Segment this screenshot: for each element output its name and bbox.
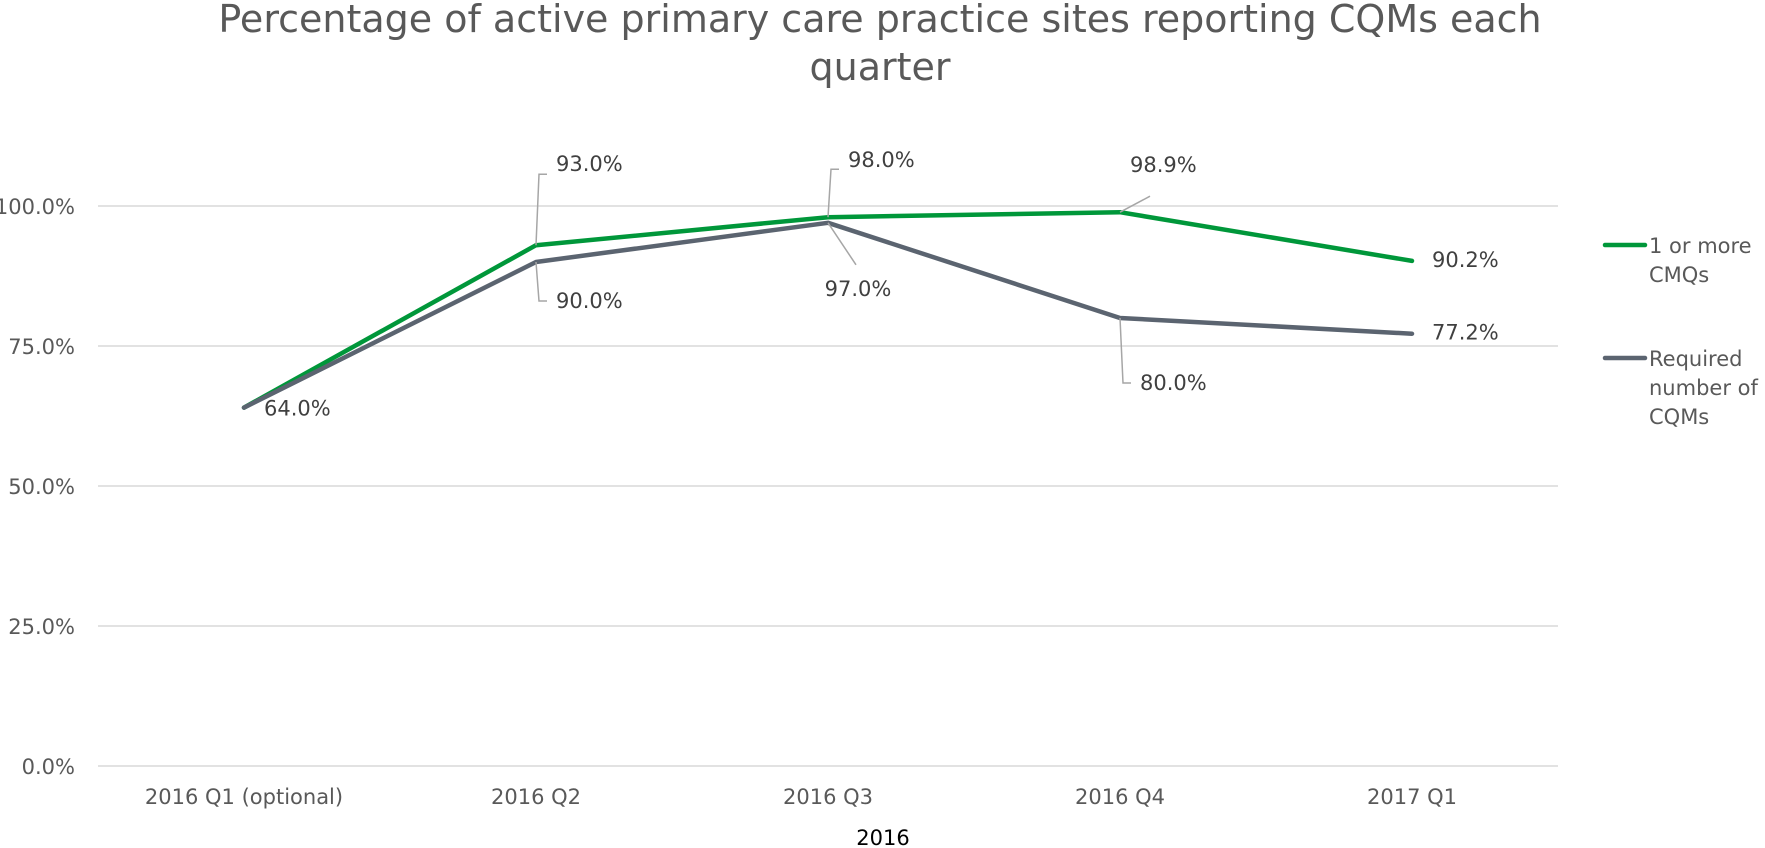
- y-tick-label-25: 25.0%: [8, 615, 75, 639]
- x-category-label-2016-q1-optional: 2016 Q1 (optional): [145, 785, 343, 809]
- legend-label-required-number-of-cqms-2: CQMs: [1649, 405, 1709, 429]
- y-tick-label-100: 100.0%: [0, 195, 75, 219]
- x-category-label-2017-q1: 2017 Q1: [1367, 785, 1457, 809]
- leader-line-1-or-more-cmqs-3: [1119, 195, 1151, 213]
- legend-label-required-number-of-cqms-1: number of: [1649, 376, 1758, 400]
- data-label-required-number-of-cqms-1: 90.0%: [556, 289, 623, 313]
- data-label-required-number-of-cqms-4: 77.2%: [1432, 321, 1499, 345]
- legend: 1 or more CMQs Required number of CQMs: [1602, 234, 1758, 429]
- x-category-label-2016-q4: 2016 Q4: [1075, 785, 1165, 809]
- data-labels: 93.0% 98.0% 98.9% 90.2% 64.0% 90.0% 97.0% 80.0%…: [264, 148, 1499, 420]
- data-label-required-number-of-cqms-3: 80.0%: [1140, 371, 1207, 395]
- data-label-required-number-of-cqms-2: 97.0%: [825, 277, 892, 301]
- legend-label-1-or-more-cmqs-0: 1 or more: [1649, 234, 1752, 258]
- chart-title-line-2: quarter: [809, 45, 950, 89]
- x-category-label-2016-q2: 2016 Q2: [491, 785, 581, 809]
- leader-line-required-number-of-cqms-1: [535, 261, 547, 302]
- leader-line-required-number-of-cqms-3: [1119, 317, 1131, 384]
- y-tick-label-50: 50.0%: [8, 475, 75, 499]
- data-label-1-or-more-cmqs-3: 98.9%: [1130, 153, 1197, 177]
- data-label-1-or-more-cmqs-2: 98.0%: [848, 148, 915, 172]
- x-axis-group-label: 2016: [856, 826, 909, 848]
- leader-line-1-or-more-cmqs-1: [535, 173, 547, 246]
- series-lines: [241, 209, 1415, 410]
- series-line-1-or-more-cmqs: [241, 209, 1415, 410]
- x-category-label-2016-q3: 2016 Q3: [783, 785, 873, 809]
- y-axis-tick-labels: 0.0% 25.0% 50.0% 75.0% 100.0%: [0, 195, 75, 779]
- chart-title-line-1: Percentage of active primary care practi…: [218, 0, 1541, 41]
- x-axis-category-labels: 2016 Q1 (optional) 2016 Q2 2016 Q3 2016 Q4 2…: [145, 785, 1457, 809]
- series-line-required-number-of-cqms: [241, 220, 1415, 410]
- legend-label-required-number-of-cqms-0: Required: [1649, 347, 1742, 371]
- leader-line-required-number-of-cqms-2: [827, 222, 857, 266]
- legend-label-1-or-more-cmqs-1: CMQs: [1649, 263, 1709, 287]
- leader-line-1-or-more-cmqs-2: [827, 168, 839, 218]
- y-tick-label-75: 75.0%: [8, 335, 75, 359]
- y-tick-label-0: 0.0%: [22, 755, 75, 779]
- data-label-1-or-more-cmqs-1: 93.0%: [556, 152, 623, 176]
- data-label-1-or-more-cmqs-4: 90.2%: [1432, 248, 1499, 272]
- data-label-required-number-of-cqms-0: 64.0%: [264, 397, 331, 421]
